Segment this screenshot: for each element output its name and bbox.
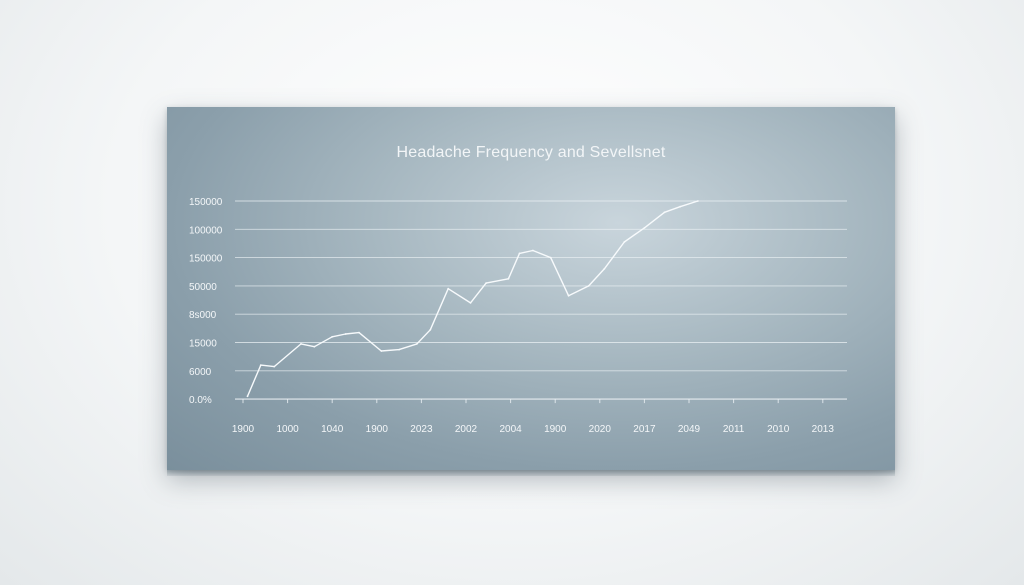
data-point	[643, 227, 646, 229]
data-point	[549, 256, 552, 259]
x-tick-label: 1040	[321, 424, 344, 435]
data-point	[507, 277, 510, 280]
data-point	[485, 282, 487, 284]
x-tick-label: 2010	[767, 424, 790, 435]
x-tick-label: 1900	[544, 424, 567, 435]
data-point	[697, 200, 699, 202]
x-axis-ticks: 1900 1000 1040 1900 2023 2002 2004 1900 2020 2017…	[232, 399, 834, 435]
data-point	[331, 335, 334, 338]
data-point	[663, 211, 666, 214]
data-point	[603, 268, 606, 270]
y-tick-label: 150000	[189, 197, 223, 208]
data-point	[313, 345, 316, 348]
data-point	[246, 395, 249, 398]
data-point	[358, 331, 360, 334]
data-point	[518, 252, 521, 255]
data-point	[532, 249, 534, 252]
data-point	[300, 343, 302, 345]
series-group	[246, 200, 699, 398]
y-tick-label: 8ѕ000	[189, 310, 217, 321]
x-tick-label: 2020	[589, 424, 612, 435]
data-point	[429, 328, 432, 331]
line-chart: 0.0% 6000 15000 8ѕ000 50000 150000 100000 15000…	[189, 197, 847, 435]
y-tick-label: 15000	[189, 339, 217, 350]
series-line	[246, 200, 699, 397]
panel-bottom-edge	[167, 470, 895, 476]
data-point	[447, 287, 450, 290]
data-point	[587, 285, 590, 287]
x-tick-label: 1900	[366, 424, 389, 435]
x-tick-label: 2002	[455, 424, 478, 435]
data-point	[273, 365, 276, 368]
data-point	[567, 294, 570, 297]
x-tick-label: 2049	[678, 424, 701, 435]
x-tick-label: 2004	[499, 424, 522, 435]
y-tick-label: 0.0%	[189, 395, 212, 406]
x-tick-label: 2011	[723, 424, 745, 435]
y-tick-label: 6000	[189, 367, 212, 378]
data-point	[398, 348, 400, 351]
data-point	[344, 333, 347, 335]
chart-panel: Headache Frequency and Sevellsnet 0.0% 60…	[167, 107, 895, 470]
data-point	[416, 343, 418, 345]
grid-lines	[235, 200, 847, 400]
y-tick-label: 100000	[189, 225, 223, 236]
x-tick-label: 2023	[410, 424, 433, 435]
y-tick-label: 50000	[189, 282, 217, 293]
data-point	[679, 205, 681, 208]
x-tick-label: 1000	[276, 424, 299, 435]
data-point	[380, 350, 383, 352]
data-point	[623, 241, 626, 243]
y-axis-ticks: 0.0% 6000 15000 8ѕ000 50000 150000 100000 15000…	[189, 197, 223, 406]
x-tick-label: 2017	[633, 424, 656, 435]
y-tick-label: 150000	[189, 254, 223, 265]
chart-title: Headache Frequency and Sevellsnet	[396, 144, 666, 161]
x-tick-label: 1900	[232, 424, 255, 435]
data-point	[259, 364, 262, 366]
x-tick-label: 2013	[812, 424, 835, 435]
data-point	[469, 302, 472, 304]
